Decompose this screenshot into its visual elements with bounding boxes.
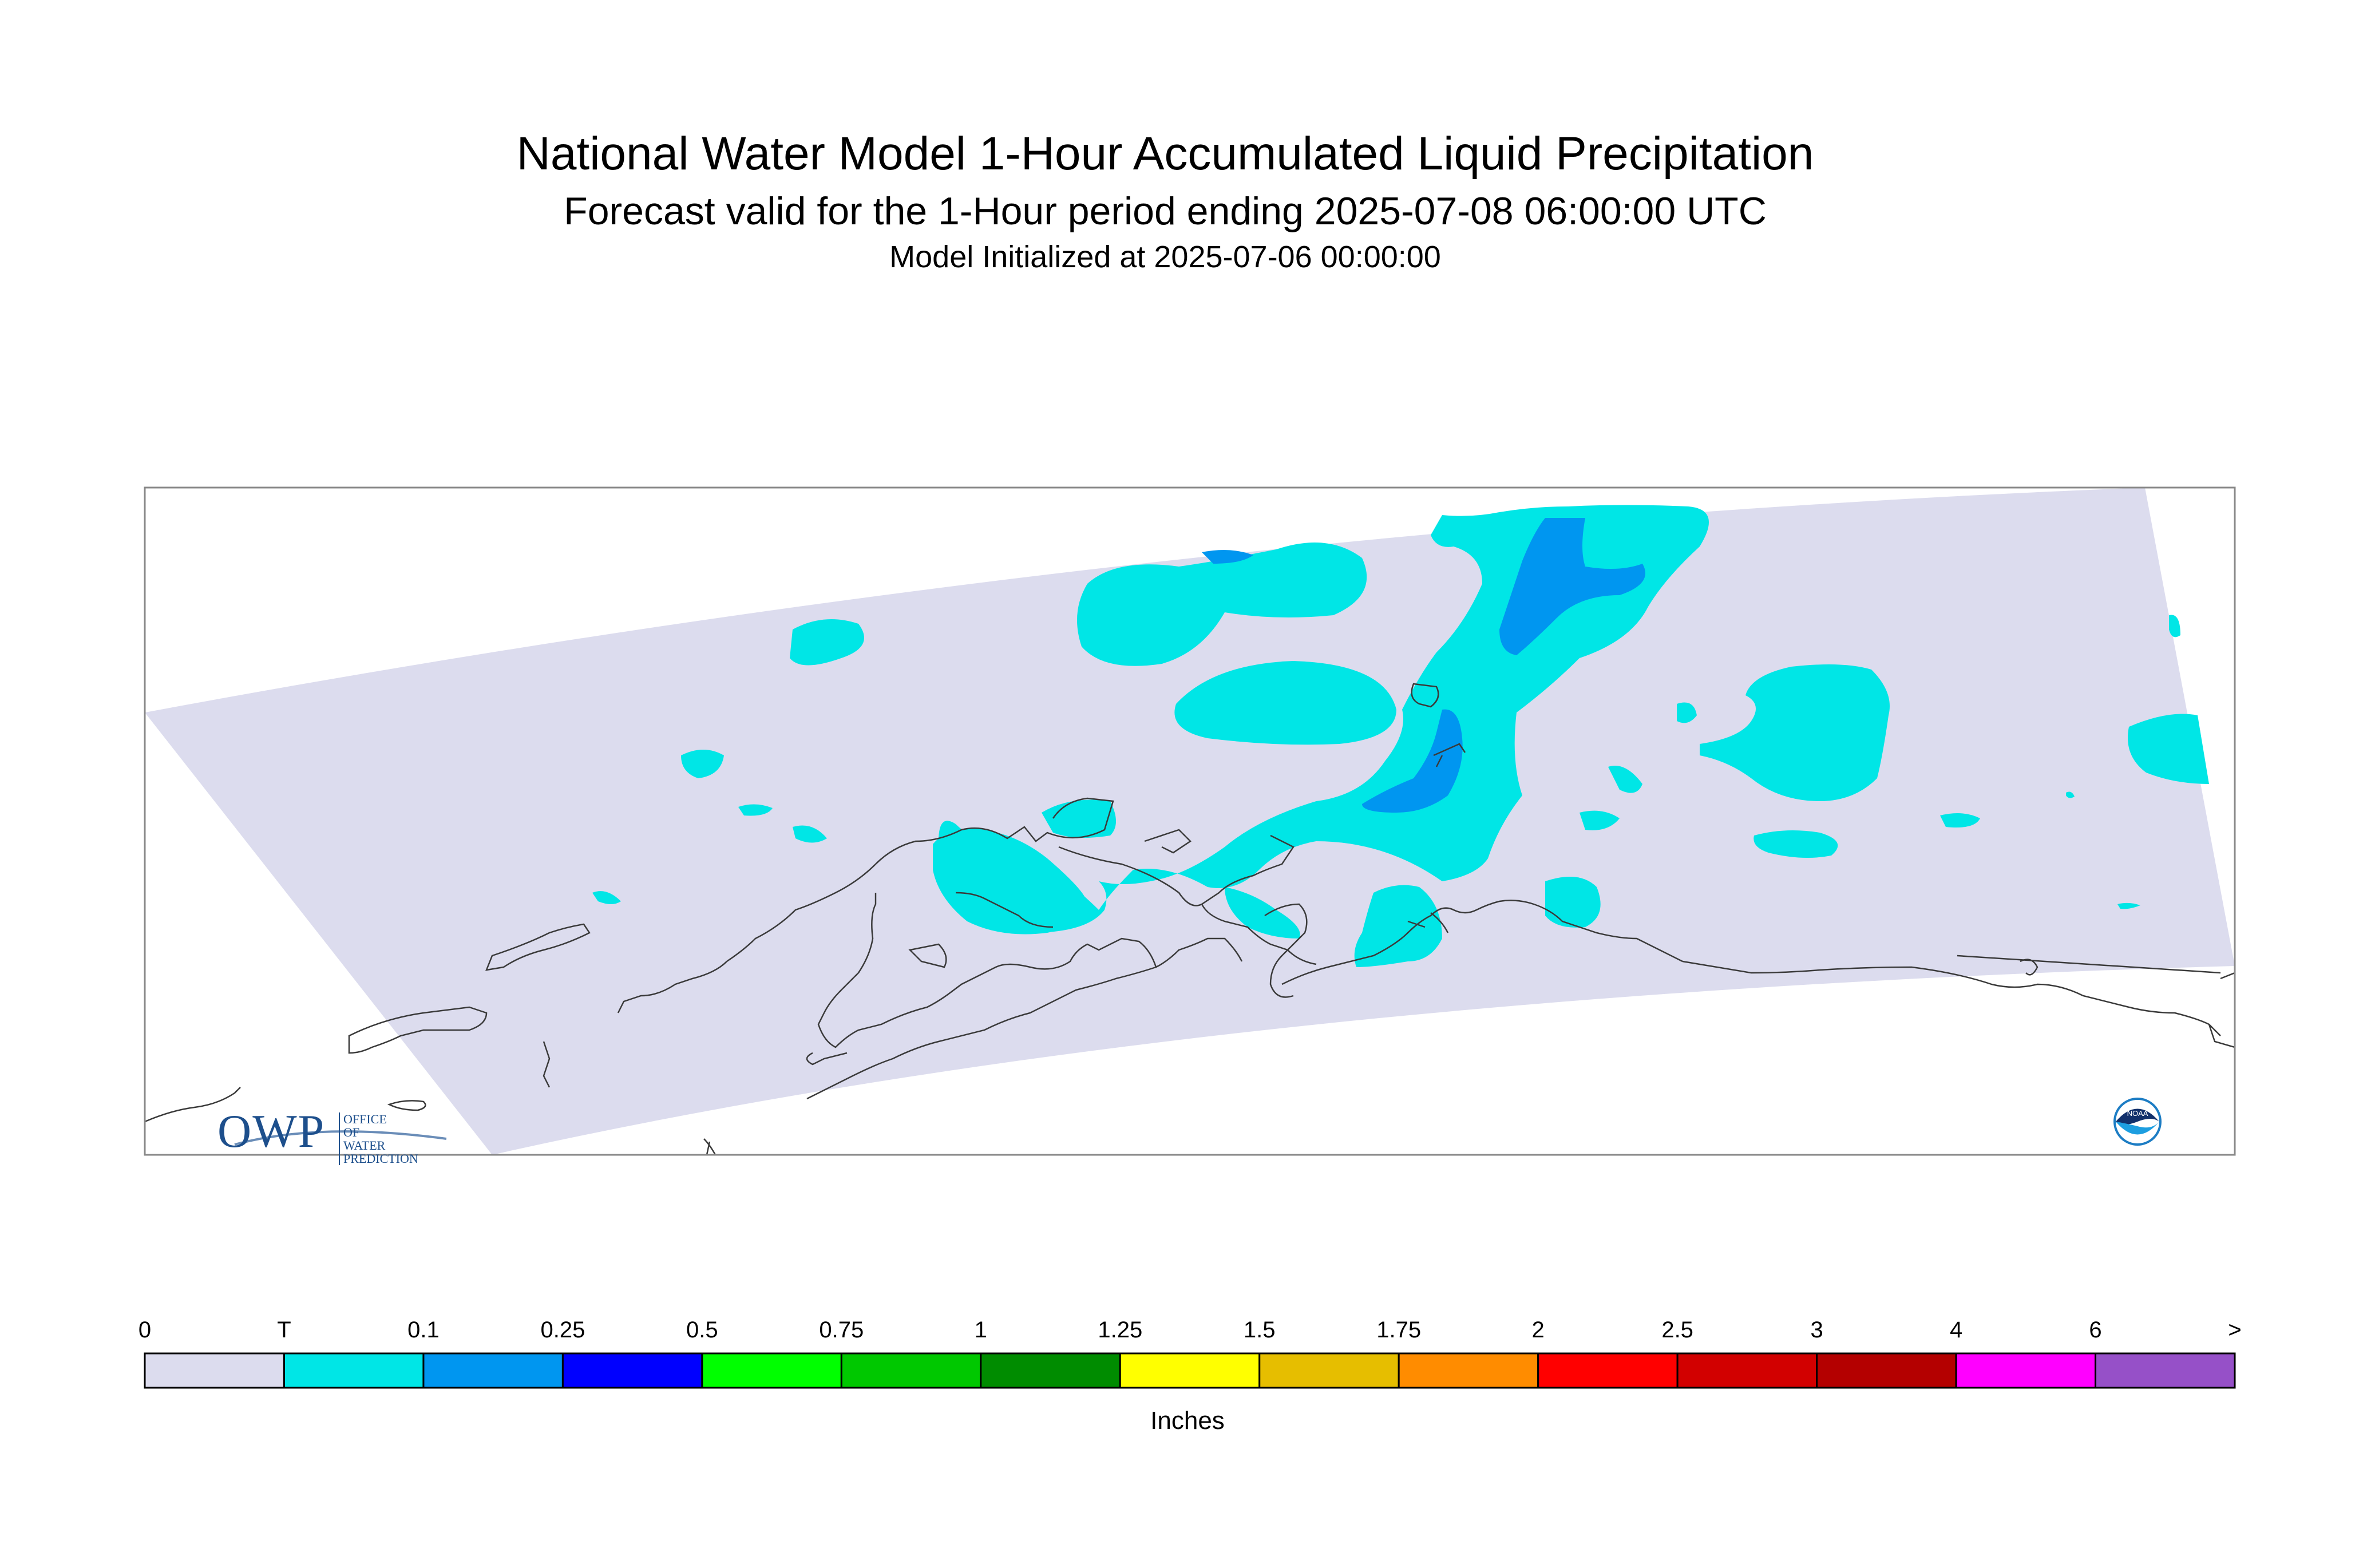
legend-tick-label: 0.5 xyxy=(686,1317,718,1343)
precip-area xyxy=(592,891,621,904)
legend-tick-label: 0.1 xyxy=(407,1317,440,1343)
legend-tick-label: 0 xyxy=(138,1317,152,1343)
legend-tick-label: 2.5 xyxy=(1661,1317,1693,1343)
precip-area xyxy=(1225,887,1300,939)
legend-swatch xyxy=(144,1352,285,1389)
coastline xyxy=(145,1087,241,1123)
coastline xyxy=(485,923,591,971)
map-frame xyxy=(144,486,2236,1156)
model-domain-area xyxy=(145,488,2235,1155)
precip-area xyxy=(738,804,773,816)
precip-area xyxy=(1174,661,1396,745)
owp-logo-name: OFFICE OF WATER PREDICTION xyxy=(339,1112,418,1165)
legend-swatch xyxy=(1398,1352,1539,1389)
owp-logo: OWP xyxy=(217,1105,326,1157)
page-title: National Water Model 1-Hour Accumulated … xyxy=(516,128,1814,180)
legend-swatch xyxy=(980,1352,1121,1389)
legend-swatch xyxy=(2095,1352,2236,1389)
coastline xyxy=(817,893,1243,1048)
legend-swatch xyxy=(561,1352,703,1389)
legend-swatch xyxy=(1676,1352,1818,1389)
precip-light-areas xyxy=(1202,518,1645,813)
coastline xyxy=(1682,960,2221,1036)
coastline xyxy=(806,1052,848,1066)
coastline xyxy=(955,892,1054,928)
coastline xyxy=(1407,912,1449,933)
precip-area xyxy=(1545,877,1601,928)
legend-swatch xyxy=(1816,1352,1957,1389)
legend-swatch xyxy=(1537,1352,1679,1389)
coastline xyxy=(1264,903,1308,998)
legend-swatch xyxy=(283,1352,425,1389)
model-init-line: Model Initialized at 2025-07-06 00:00:00 xyxy=(889,240,1441,274)
forecast-valid-subtitle: Forecast valid for the 1-Hour period end… xyxy=(564,189,1767,233)
precip-area xyxy=(2117,902,2140,909)
legend-swatch xyxy=(1258,1352,1400,1389)
coastline xyxy=(1281,900,1683,985)
precip-area xyxy=(1940,813,1980,827)
coastline xyxy=(348,1006,488,1054)
legend-tick-label: 0.75 xyxy=(819,1317,864,1343)
coastline xyxy=(1058,834,1317,965)
legend-tick-label: T xyxy=(277,1317,291,1343)
coastline xyxy=(1411,683,1439,708)
legend-swatch xyxy=(1119,1352,1261,1389)
coastline xyxy=(387,1100,426,1111)
legend-units-label: Inches xyxy=(1150,1407,1225,1435)
precip-area xyxy=(1499,518,1645,655)
legend-tick-label: 2 xyxy=(1531,1317,1545,1343)
coastline xyxy=(703,1138,717,1155)
precip-area xyxy=(2066,791,2075,798)
legend-tick-label: 0.25 xyxy=(540,1317,585,1343)
coastline xyxy=(806,966,1157,1100)
coastline xyxy=(2208,972,2235,1048)
precip-area xyxy=(1077,543,1367,666)
legend-tick-label: 4 xyxy=(1949,1317,1963,1343)
legend-swatch xyxy=(422,1352,564,1389)
precip-area xyxy=(1354,885,1442,967)
coastline xyxy=(1433,743,1466,767)
legend-tick-label: 1.5 xyxy=(1243,1317,1276,1343)
legend-tick-label: 1.25 xyxy=(1098,1317,1143,1343)
legend-tick-label: 1 xyxy=(974,1317,987,1343)
precip-area xyxy=(1362,709,1463,813)
precip-area xyxy=(2128,714,2209,784)
precip-area xyxy=(2169,615,2180,638)
precip-area xyxy=(1202,550,1253,564)
precip-area xyxy=(933,828,1087,935)
legend-swatch xyxy=(840,1352,982,1389)
precip-area xyxy=(790,619,864,666)
noaa-logo: NOAA xyxy=(2113,1098,2162,1146)
precip-area xyxy=(681,750,724,778)
legend-tick-label: 6 xyxy=(2089,1317,2102,1343)
precip-area xyxy=(1753,830,1838,858)
legend-tick-label: > xyxy=(2228,1317,2242,1343)
legend-tick-label: 3 xyxy=(1810,1317,1823,1343)
precip-area xyxy=(1580,810,1620,830)
precip-area xyxy=(1677,702,1697,723)
coastline xyxy=(908,943,947,968)
precip-area xyxy=(1700,664,1890,801)
legend-color-bar xyxy=(144,1352,2236,1389)
owp-logo-swoosh xyxy=(234,1130,447,1146)
precip-area xyxy=(1608,766,1642,793)
coastline xyxy=(617,797,1114,1013)
noaa-logo-text: NOAA xyxy=(2127,1109,2148,1118)
legend-swatch xyxy=(1955,1352,2097,1389)
precip-area xyxy=(793,825,827,843)
coastline xyxy=(543,1041,551,1088)
coastline xyxy=(1144,829,1192,854)
legend-tick-label: 1.75 xyxy=(1376,1317,1422,1343)
coastline xyxy=(1957,955,2221,974)
legend-swatch xyxy=(701,1352,842,1389)
coastlines xyxy=(145,683,2235,1155)
